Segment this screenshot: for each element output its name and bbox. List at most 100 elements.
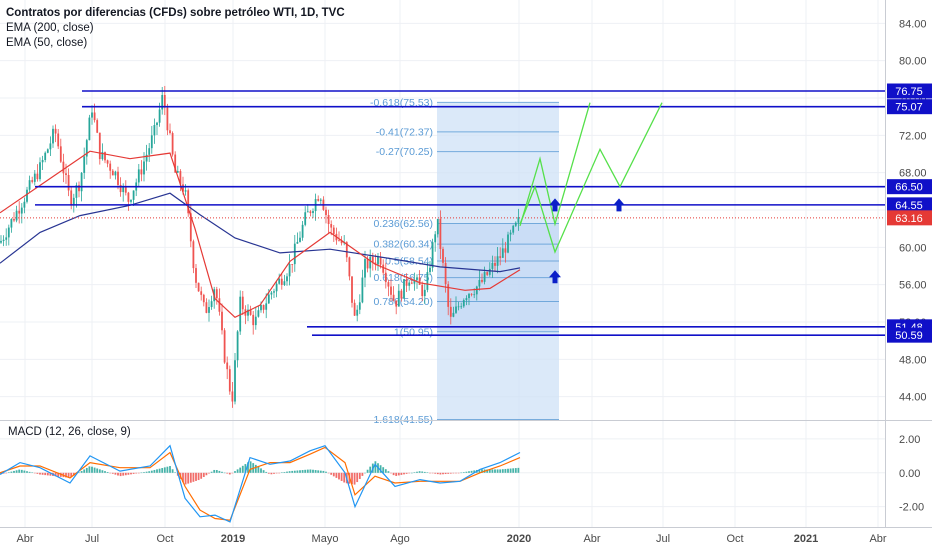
candle-body — [13, 219, 15, 221]
macd-histogram-bar — [171, 469, 174, 473]
macd-histogram-bar — [317, 470, 320, 473]
candle-body — [514, 222, 517, 226]
macd-histogram-bar — [304, 469, 307, 473]
candle-body — [218, 298, 221, 312]
macd-histogram-bar — [283, 472, 286, 473]
candle-body — [158, 109, 161, 123]
ema50-label: EMA (50, close) — [6, 37, 88, 49]
candle-body — [434, 234, 437, 243]
macd-histogram-bar — [234, 471, 236, 473]
macd-histogram-bar — [158, 468, 161, 473]
macd-histogram-bar — [332, 472, 335, 477]
macd-histogram-bar — [85, 467, 88, 473]
macd-histogram-bar — [340, 472, 343, 481]
macd-histogram-bar — [161, 468, 164, 473]
candle-body — [382, 264, 385, 273]
macd-histogram-bar — [366, 469, 369, 473]
level-price-label: 64.55 — [895, 200, 923, 212]
candle-body — [208, 307, 210, 313]
macd-histogram-bar — [343, 472, 346, 483]
candle-body — [319, 199, 322, 201]
macd-histogram-bar — [148, 471, 151, 473]
candle-body — [44, 152, 47, 160]
candle-body — [169, 130, 171, 134]
candle-body — [436, 218, 439, 235]
candle-body — [421, 284, 424, 297]
candle-body — [189, 213, 192, 242]
candle-body — [379, 256, 382, 265]
macd-histogram-bar — [215, 470, 218, 473]
macd-histogram-bar — [145, 471, 148, 473]
candle-body — [96, 120, 99, 133]
macd-tick-label: 2.00 — [899, 434, 920, 446]
macd-histogram-bar — [403, 472, 405, 475]
macd-histogram-bar — [210, 471, 213, 473]
y-tick-label: 44.00 — [899, 392, 927, 404]
macd-histogram-bar — [41, 472, 44, 475]
candle-body — [26, 189, 28, 202]
candle-body — [496, 256, 499, 266]
candle-body — [106, 160, 109, 164]
candle-body — [478, 279, 481, 287]
candle-body — [470, 293, 473, 295]
macd-histogram-bar — [465, 471, 468, 473]
candle-body — [509, 232, 512, 235]
candle-body — [275, 283, 278, 292]
candle-body — [299, 237, 301, 242]
candle-body — [39, 162, 41, 180]
macd-histogram-bar — [80, 471, 83, 473]
candle-body — [2, 239, 5, 241]
candle-body — [301, 224, 304, 238]
macd-histogram-bar — [49, 472, 52, 476]
candle-body — [247, 309, 249, 316]
candle-body — [57, 133, 60, 147]
macd-histogram-bar — [296, 470, 299, 473]
macd-histogram-bar — [57, 472, 60, 477]
fib-label: -0.41(72.37) — [376, 126, 433, 138]
macd-histogram-bar — [436, 472, 439, 475]
last-price-tag — [887, 210, 932, 226]
level-price-label: 75.07 — [895, 102, 923, 114]
candle-body — [507, 234, 509, 253]
macd-histogram-bar — [392, 472, 395, 476]
candle-body — [28, 180, 31, 190]
candle-body — [413, 279, 416, 284]
candle-body — [452, 312, 455, 317]
y-tick-label: 80.00 — [899, 56, 927, 68]
candle-body — [366, 259, 369, 269]
macd-histogram-bar — [143, 472, 145, 473]
candle-body — [325, 209, 327, 216]
candle-body — [330, 224, 333, 228]
macd-histogram-bar — [132, 472, 135, 474]
macd-histogram-bar — [249, 461, 252, 473]
candle-body — [171, 133, 174, 155]
candle-body — [439, 218, 442, 249]
candle-body — [7, 227, 10, 238]
x-tick-label: Mayo — [312, 533, 339, 545]
candle-body — [182, 184, 184, 192]
candle-body — [54, 128, 57, 134]
macd-histogram-bar — [379, 465, 382, 473]
macd-histogram-bar — [18, 469, 21, 473]
y-tick-label: 56.00 — [899, 280, 927, 292]
candle-body — [280, 278, 283, 285]
candle-body — [85, 140, 88, 157]
macd-histogram-bar — [153, 469, 156, 473]
macd-histogram-bar — [223, 472, 226, 474]
macd-histogram-bar — [213, 469, 216, 473]
candle-body — [223, 330, 226, 363]
candle-body — [0, 240, 2, 243]
candle-body — [392, 294, 395, 301]
macd-histogram-bar — [312, 469, 314, 473]
candle-body — [265, 303, 268, 310]
candle-body — [431, 242, 434, 268]
macd-histogram-bar — [509, 468, 512, 473]
candle-body — [429, 267, 431, 273]
macd-histogram-bar — [140, 472, 143, 474]
macd-tick-label: -2.00 — [899, 502, 924, 514]
candle-body — [345, 242, 348, 258]
candle-body — [348, 257, 351, 277]
macd-histogram-bar — [327, 472, 330, 474]
ema50-line — [0, 150, 521, 319]
macd-line — [0, 444, 521, 523]
